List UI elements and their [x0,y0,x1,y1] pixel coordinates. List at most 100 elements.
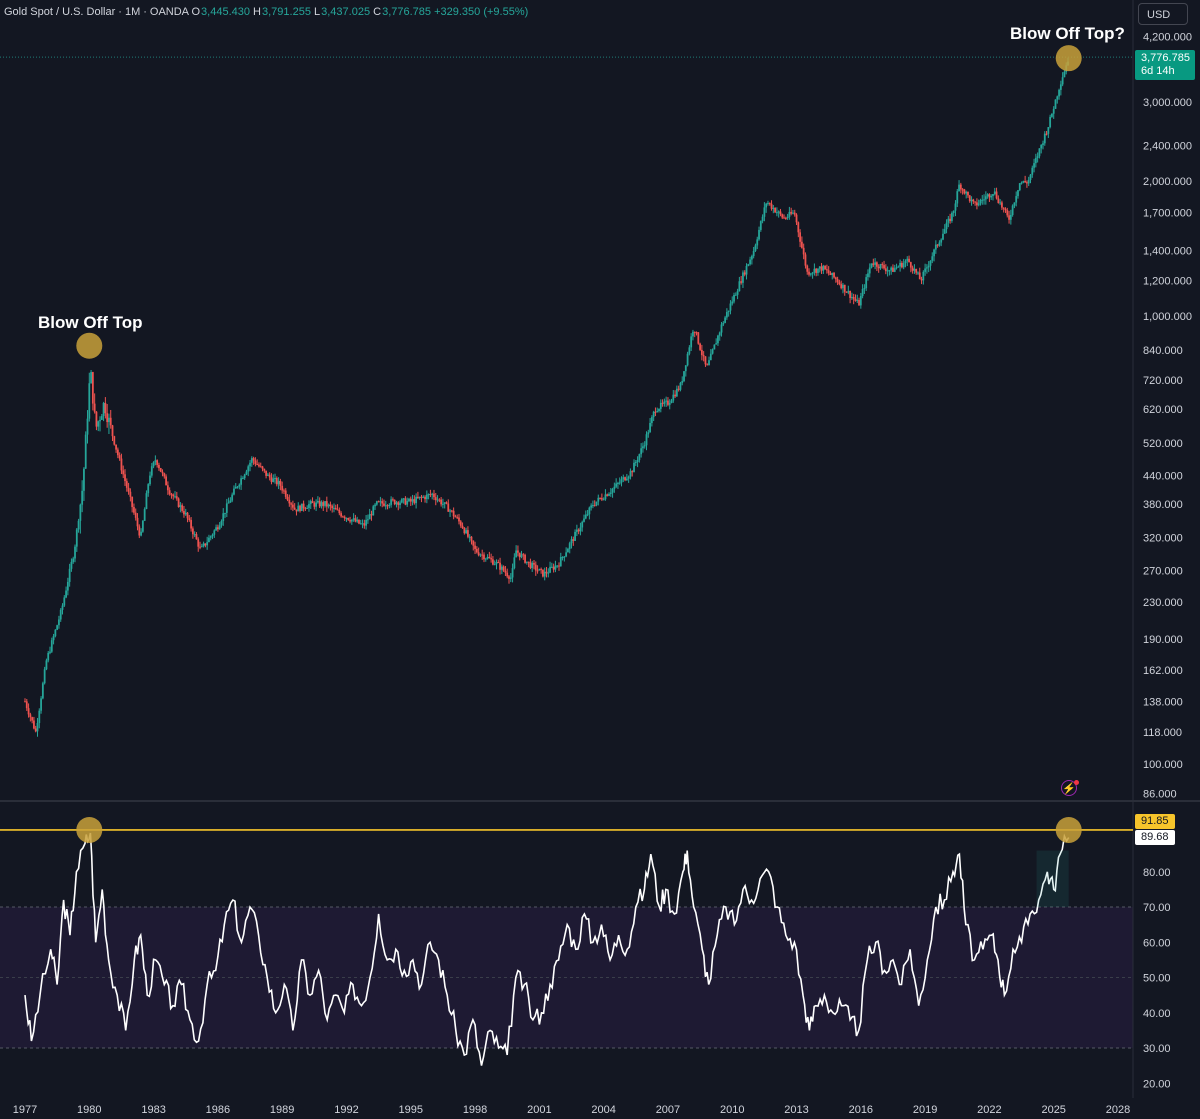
low-value: 3,437.025 [321,6,371,18]
candle-body [640,448,643,455]
candle-body [951,212,953,221]
candle-body [690,336,693,348]
candle-body [265,470,268,476]
candle-body [586,514,589,516]
candle-body [463,528,466,534]
candle-body [808,271,810,275]
candle-body [968,195,971,202]
price-axis[interactable]: 4,200.000 3,000.000 2,400.000 2,000.000 1,70… [1143,32,1192,801]
candle-body [870,263,873,268]
candle-body [315,502,318,507]
time-tick-label: 2007 [656,1104,680,1116]
candle-body [531,562,534,568]
candle-body [783,217,785,219]
candle-body [775,212,778,214]
candle-body [390,499,393,505]
candle-body [565,552,568,557]
price-tick-label: 86.000 [1143,788,1177,800]
candle-body [45,660,48,670]
candle-body [818,266,821,269]
candle-body [722,322,725,325]
candle-body [983,199,985,201]
candle-body [166,485,169,491]
candle-body [427,494,430,496]
symbol-name[interactable]: Gold Spot / U.S. Dollar [4,6,116,18]
candle-body [200,546,203,548]
interval-label[interactable]: 1M [124,6,141,18]
candle-body [115,444,117,450]
candle-body [329,504,332,507]
candle-body [995,191,998,199]
candle-body [800,241,803,248]
markers-group [76,45,1082,843]
candle-body [663,401,666,404]
candle-body [997,198,1000,203]
candle-body [100,416,103,420]
candle-body [479,554,482,556]
candle-body [309,501,312,505]
candle-body [575,529,578,532]
candle-body [926,267,928,269]
candle-body [654,411,657,413]
high-value: 3,791.255 [262,6,311,18]
change-value: +329.350 (+9.55%) [434,6,529,18]
price-tick-label: 100.000 [1143,759,1183,771]
candle-body [58,619,60,626]
candle-body [647,432,650,435]
time-tick-label: 1977 [13,1104,37,1116]
candle-body [159,468,162,472]
candle-body [852,296,855,299]
candle-body [199,546,201,548]
candle-body [461,525,464,529]
lightning-bolt-icon[interactable]: ⚡ [1061,780,1077,796]
candle-body [1045,133,1048,135]
candle-body [609,492,612,494]
candle-body [1033,163,1035,168]
candle-body [584,514,587,519]
candle-body [967,191,969,196]
candle-body [736,291,739,295]
candle-body [170,494,173,496]
candle-body [290,503,293,505]
candle-body [325,501,328,507]
candle-body [36,723,39,732]
candle-body [790,211,793,214]
candle-body [834,277,837,280]
currency-button[interactable]: USD [1138,3,1188,25]
time-tick-label: 2013 [784,1104,808,1116]
rsi-axis[interactable]: 80.00 70.00 60.00 50.00 40.00 30.00 20.00 [1143,867,1171,1091]
candle-body [179,505,182,507]
time-tick-label: 2022 [977,1104,1001,1116]
candle-body [1020,182,1023,184]
candle-body [781,214,784,218]
candle-body [999,202,1002,204]
candle-body [472,540,475,546]
candle-body [302,503,305,509]
candle-body [1027,179,1030,184]
candle-body [381,501,384,504]
candle-body [954,203,957,211]
candle-body [850,296,853,298]
candle-body [175,496,178,499]
candle-body [66,581,69,591]
price-tick-label: 720.000 [1143,375,1183,387]
rsi-value-tag: 89.68 [1135,830,1175,845]
candle-body [1040,144,1043,149]
time-axis[interactable]: 1977 1980 1983 1986 1989 1992 1995 1998 2001 2004… [13,1104,1130,1116]
last-price-tag: 3,776.785 6d 14h [1135,50,1195,80]
blow-off-top-question-marker [1055,45,1082,72]
candle-body [854,298,857,301]
candle-body [965,191,968,194]
candle-body [502,566,505,571]
price-tick-label: 840.000 [1143,345,1183,357]
candle-body [699,343,701,350]
candle-body [636,460,639,463]
candle-body [172,494,175,497]
candle-body [847,290,850,293]
candle-body [306,507,309,509]
candle-body [683,371,685,382]
candle-body [454,516,457,518]
candle-body [72,558,75,562]
candle-body [815,268,818,273]
